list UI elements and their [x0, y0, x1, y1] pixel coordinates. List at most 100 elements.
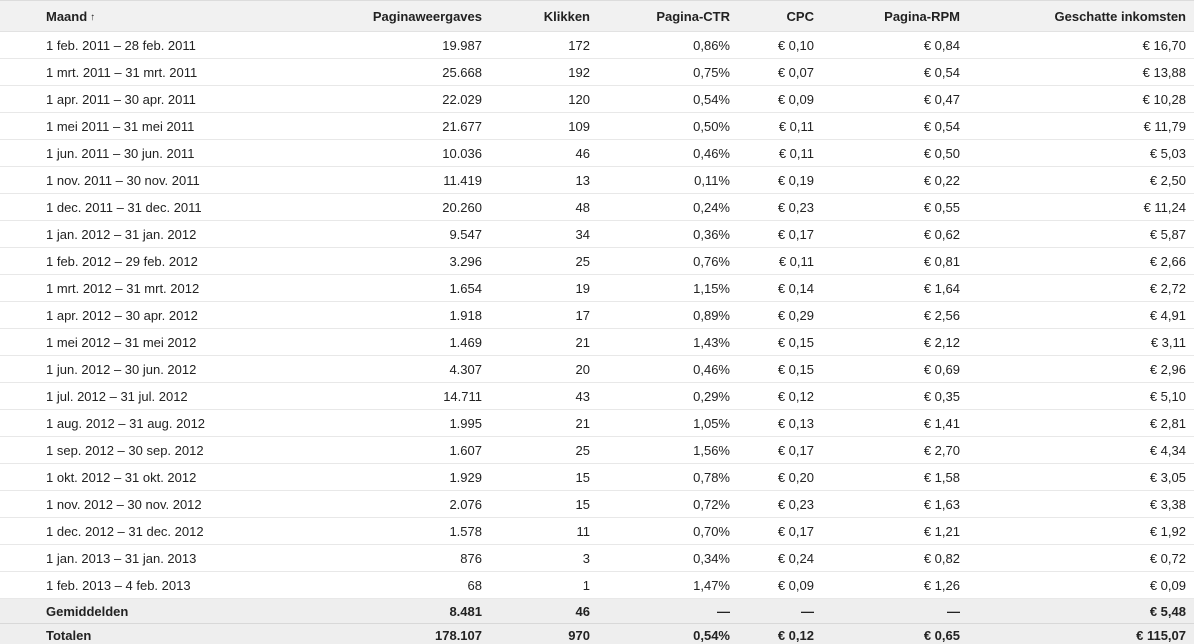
- cell-clicks: 25: [490, 436, 598, 464]
- table-row: 1 jan. 2012 – 31 jan. 2012 9.547 34 0,36% € …: [0, 220, 1194, 248]
- cell-month: 1 apr. 2011 – 30 apr. 2011: [0, 85, 200, 113]
- totals-row: Totalen 178.107 970 0,54% € 0,12 € 0,65 …: [0, 623, 1194, 644]
- cell-clicks: 172: [490, 31, 598, 59]
- column-header-earnings[interactable]: Geschatte inkomsten: [968, 0, 1194, 32]
- cell-earnings: € 1,92: [968, 517, 1194, 545]
- cell-clicks: 192: [490, 58, 598, 86]
- cell-pageviews: 1.578: [200, 517, 490, 545]
- cell-pageviews: 68: [200, 571, 490, 599]
- cell-rpm: € 0,84: [822, 31, 968, 59]
- cell-clicks: 1: [490, 571, 598, 599]
- cell-cpc: € 0,15: [738, 355, 822, 383]
- cell-clicks: 34: [490, 220, 598, 248]
- cell-pageviews: 14.711: [200, 382, 490, 410]
- cell-rpm: € 0,55: [822, 193, 968, 221]
- cell-month: 1 feb. 2013 – 4 feb. 2013: [0, 571, 200, 599]
- cell-clicks: 48: [490, 193, 598, 221]
- column-header-rpm[interactable]: Pagina-RPM: [822, 0, 968, 32]
- table-row: 1 aug. 2012 – 31 aug. 2012 1.995 21 1,05% € …: [0, 409, 1194, 437]
- cell-earnings: € 0,09: [968, 571, 1194, 599]
- cell-cpc: € 0,20: [738, 463, 822, 491]
- cell-cpc: € 0,11: [738, 112, 822, 140]
- column-header-clicks[interactable]: Klikken: [490, 0, 598, 32]
- totals-earnings: € 115,07: [968, 623, 1194, 644]
- averages-earnings: € 5,48: [968, 598, 1194, 624]
- averages-clicks: 46: [490, 598, 598, 624]
- totals-pageviews: 178.107: [200, 623, 490, 644]
- cell-ctr: 0,72%: [598, 490, 738, 518]
- cell-clicks: 25: [490, 247, 598, 275]
- cell-ctr: 0,46%: [598, 139, 738, 167]
- table-row: 1 jan. 2013 – 31 jan. 2013 876 3 0,34% € 0,2…: [0, 544, 1194, 572]
- table-row: 1 apr. 2012 – 30 apr. 2012 1.918 17 0,89% € …: [0, 301, 1194, 329]
- cell-clicks: 17: [490, 301, 598, 329]
- cell-rpm: € 1,64: [822, 274, 968, 302]
- cell-month: 1 mei 2011 – 31 mei 2011: [0, 112, 200, 140]
- averages-row: Gemiddelden 8.481 46 — — — € 5,48: [0, 598, 1194, 624]
- table-body: 1 feb. 2011 – 28 feb. 2011 19.987 172 0,86%…: [0, 31, 1194, 599]
- cell-pageviews: 1.995: [200, 409, 490, 437]
- cell-rpm: € 0,22: [822, 166, 968, 194]
- column-header-cpc[interactable]: CPC: [738, 0, 822, 32]
- cell-earnings: € 3,38: [968, 490, 1194, 518]
- cell-rpm: € 0,69: [822, 355, 968, 383]
- totals-ctr: 0,54%: [598, 623, 738, 644]
- cell-clicks: 21: [490, 409, 598, 437]
- table-row: 1 feb. 2012 – 29 feb. 2012 3.296 25 0,76% € …: [0, 247, 1194, 275]
- cell-rpm: € 0,82: [822, 544, 968, 572]
- cell-pageviews: 25.668: [200, 58, 490, 86]
- cell-clicks: 3: [490, 544, 598, 572]
- cell-cpc: € 0,29: [738, 301, 822, 329]
- cell-pageviews: 10.036: [200, 139, 490, 167]
- cell-pageviews: 4.307: [200, 355, 490, 383]
- column-header-ctr[interactable]: Pagina-CTR: [598, 0, 738, 32]
- cell-earnings: € 11,24: [968, 193, 1194, 221]
- cell-month: 1 mrt. 2012 – 31 mrt. 2012: [0, 274, 200, 302]
- cell-pageviews: 1.654: [200, 274, 490, 302]
- cell-ctr: 0,46%: [598, 355, 738, 383]
- cell-month: 1 mei 2012 – 31 mei 2012: [0, 328, 200, 356]
- cell-cpc: € 0,07: [738, 58, 822, 86]
- table-header: Maand ↑ Paginaweergaves Klikken Pagina-CT…: [0, 0, 1194, 32]
- cell-clicks: 19: [490, 274, 598, 302]
- cell-earnings: € 2,81: [968, 409, 1194, 437]
- cell-cpc: € 0,17: [738, 517, 822, 545]
- cell-cpc: € 0,11: [738, 139, 822, 167]
- cell-ctr: 1,05%: [598, 409, 738, 437]
- table-row: 1 dec. 2012 – 31 dec. 2012 1.578 11 0,70% € …: [0, 517, 1194, 545]
- cell-pageviews: 1.607: [200, 436, 490, 464]
- cell-pageviews: 1.929: [200, 463, 490, 491]
- cell-rpm: € 1,26: [822, 571, 968, 599]
- table-row: 1 mrt. 2011 – 31 mrt. 2011 25.668 192 0,75%…: [0, 58, 1194, 86]
- cell-rpm: € 1,63: [822, 490, 968, 518]
- cell-pageviews: 11.419: [200, 166, 490, 194]
- cell-cpc: € 0,24: [738, 544, 822, 572]
- cell-earnings: € 2,66: [968, 247, 1194, 275]
- cell-rpm: € 0,54: [822, 58, 968, 86]
- cell-ctr: 0,11%: [598, 166, 738, 194]
- table-row: 1 jul. 2012 – 31 jul. 2012 14.711 43 0,29% €…: [0, 382, 1194, 410]
- sort-ascending-icon: ↑: [90, 11, 96, 23]
- cell-earnings: € 4,91: [968, 301, 1194, 329]
- table-row: 1 jun. 2011 – 30 jun. 2011 10.036 46 0,46% €…: [0, 139, 1194, 167]
- cell-month: 1 dec. 2012 – 31 dec. 2012: [0, 517, 204, 545]
- averages-cpc: —: [738, 598, 822, 624]
- column-header-pageviews[interactable]: Paginaweergaves: [200, 0, 490, 32]
- cell-ctr: 1,47%: [598, 571, 738, 599]
- table-row: 1 feb. 2011 – 28 feb. 2011 19.987 172 0,86%…: [0, 31, 1194, 59]
- table-row: 1 feb. 2013 – 4 feb. 2013 68 1 1,47% € 0,09 €…: [0, 571, 1194, 599]
- header-row: Maand ↑ Paginaweergaves Klikken Pagina-CT…: [0, 0, 1194, 32]
- cell-cpc: € 0,09: [738, 571, 822, 599]
- cell-earnings: € 16,70: [968, 31, 1194, 59]
- cell-ctr: 1,15%: [598, 274, 738, 302]
- cell-ctr: 0,29%: [598, 382, 738, 410]
- cell-ctr: 0,75%: [598, 58, 738, 86]
- cell-earnings: € 2,72: [968, 274, 1194, 302]
- cell-ctr: 0,50%: [598, 112, 738, 140]
- cell-earnings: € 3,05: [968, 463, 1194, 491]
- column-header-month[interactable]: Maand ↑: [0, 0, 200, 32]
- cell-pageviews: 876: [200, 544, 490, 572]
- cell-rpm: € 0,81: [822, 247, 968, 275]
- cell-pageviews: 1.469: [200, 328, 490, 356]
